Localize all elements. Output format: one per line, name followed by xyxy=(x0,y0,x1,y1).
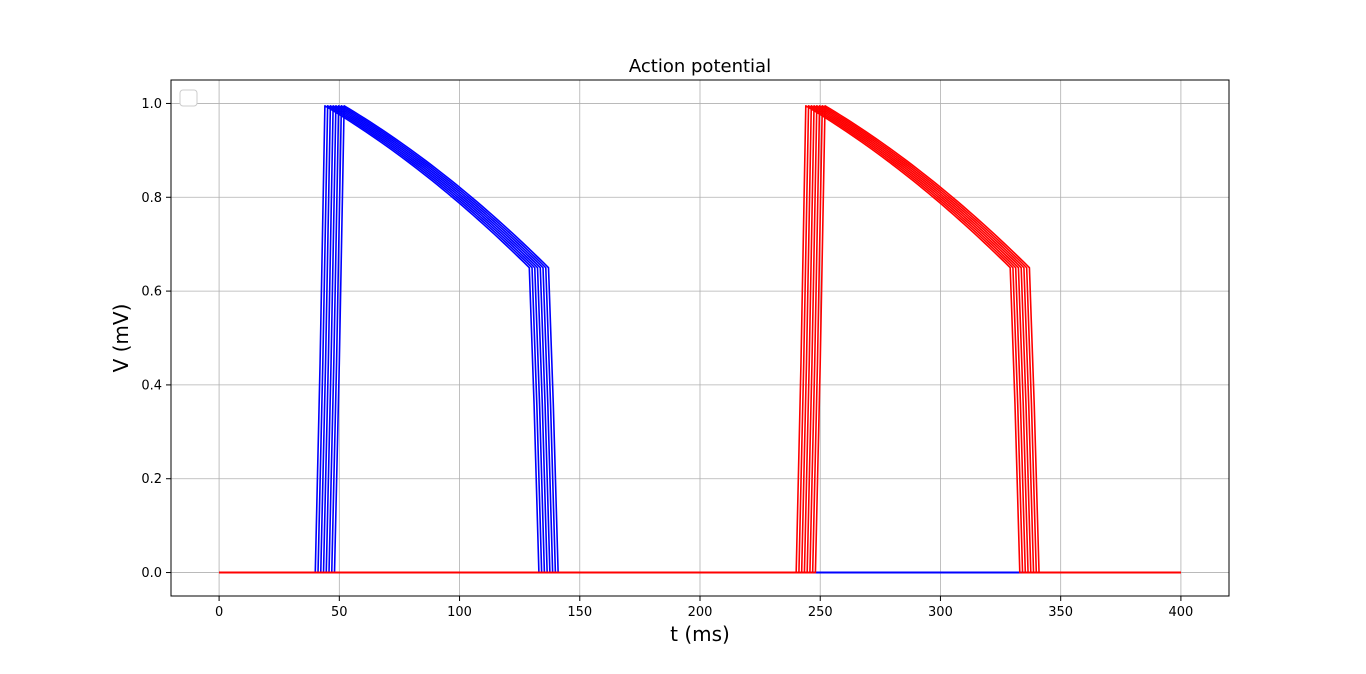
series-2-trace xyxy=(219,105,1181,574)
series-2-trace xyxy=(219,105,1181,574)
y-tick-label: 0.4 xyxy=(141,378,162,393)
x-tick-label: 300 xyxy=(928,605,953,620)
series-2-trace xyxy=(219,105,1181,574)
x-tick-label: 150 xyxy=(567,605,592,620)
y-axis-label: V (mV) xyxy=(109,304,133,373)
tick-layer: 0 50 100 150 200 250 300 350 400 0.0 0.2 0.4 0.6 0.8 1… xyxy=(141,97,1193,620)
y-tick-label: 0.2 xyxy=(141,472,162,487)
series-2-trace xyxy=(219,105,1181,574)
series-2-trace xyxy=(219,105,1181,574)
series-1-trace xyxy=(219,105,1181,574)
series-2-trace xyxy=(219,105,1181,574)
y-tick-label: 0.6 xyxy=(141,285,162,300)
series-2-trace xyxy=(219,105,1181,574)
x-axis-label: t (ms) xyxy=(670,622,730,646)
y-tick-label: 1.0 xyxy=(141,97,162,112)
legend-box xyxy=(179,89,198,107)
x-tick-label: 350 xyxy=(1048,605,1073,620)
series-1-trace xyxy=(219,105,1181,574)
series-layer xyxy=(219,105,1181,574)
series-1-trace xyxy=(219,105,1181,574)
x-tick-label: 50 xyxy=(331,605,348,620)
series-1-trace xyxy=(219,105,1181,574)
chart-title: Action potential xyxy=(629,56,771,77)
y-tick-label: 0.0 xyxy=(141,566,162,581)
series-1-trace xyxy=(219,105,1181,574)
x-tick-label: 0 xyxy=(215,605,223,620)
y-tick-label: 0.8 xyxy=(141,191,162,206)
x-tick-label: 100 xyxy=(447,605,472,620)
x-tick-label: 250 xyxy=(808,605,833,620)
x-tick-label: 200 xyxy=(688,605,713,620)
series-2-trace xyxy=(219,105,1181,574)
x-tick-label: 400 xyxy=(1168,605,1193,620)
series-1-trace xyxy=(219,105,1181,574)
series-1-trace xyxy=(219,105,1181,574)
series-1-trace xyxy=(219,105,1181,574)
